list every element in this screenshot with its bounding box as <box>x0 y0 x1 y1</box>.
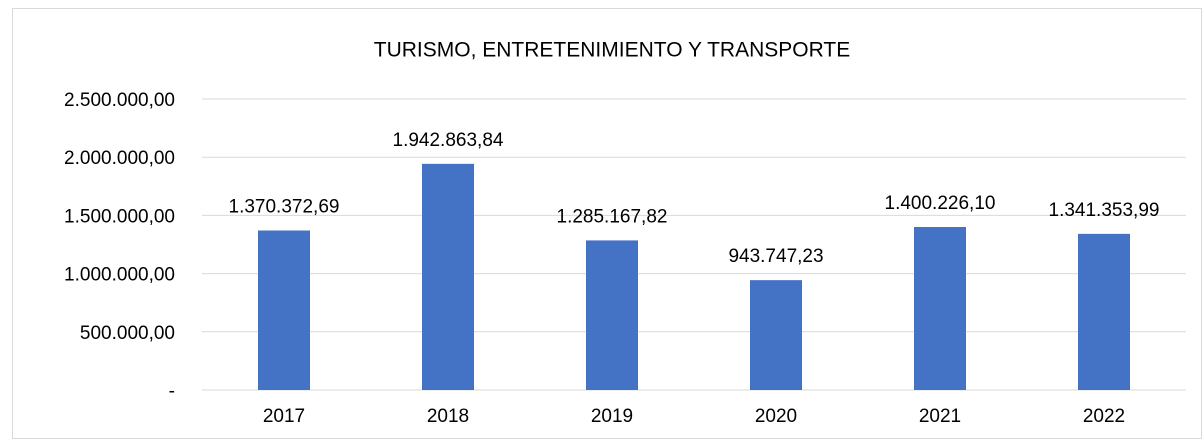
x-tick-label: 2019 <box>591 406 633 427</box>
y-tick-label: 500.000,00 <box>80 323 175 344</box>
data-label: 1.400.226,10 <box>885 193 996 214</box>
x-tick-label: 2018 <box>427 406 469 427</box>
data-label: 1.942.863,84 <box>393 130 504 151</box>
y-tick-label: 2.500.000,00 <box>64 90 175 111</box>
bar <box>750 280 802 390</box>
x-tick-label: 2020 <box>755 406 797 427</box>
y-tick-label: 1.000.000,00 <box>64 265 175 286</box>
bar <box>914 227 966 390</box>
data-label: 1.370.372,69 <box>229 197 340 218</box>
bar <box>586 240 638 390</box>
data-label: 1.341.353,99 <box>1049 200 1160 221</box>
bar <box>1078 233 1130 390</box>
x-tick-label: 2021 <box>919 406 961 427</box>
bar <box>422 163 474 390</box>
y-tick-label: 1.500.000,00 <box>64 206 175 227</box>
y-tick-label: 2.000.000,00 <box>64 148 175 169</box>
data-label: 1.285.167,82 <box>557 206 668 227</box>
chart-title: TURISMO, ENTRETENIMIENTO Y TRANSPORTE <box>374 39 850 62</box>
data-label: 943.747,23 <box>728 246 823 267</box>
x-tick-label: 2017 <box>263 406 305 427</box>
x-tick-label: 2022 <box>1083 406 1125 427</box>
bar <box>258 230 310 390</box>
y-tick-label: - <box>169 381 175 402</box>
